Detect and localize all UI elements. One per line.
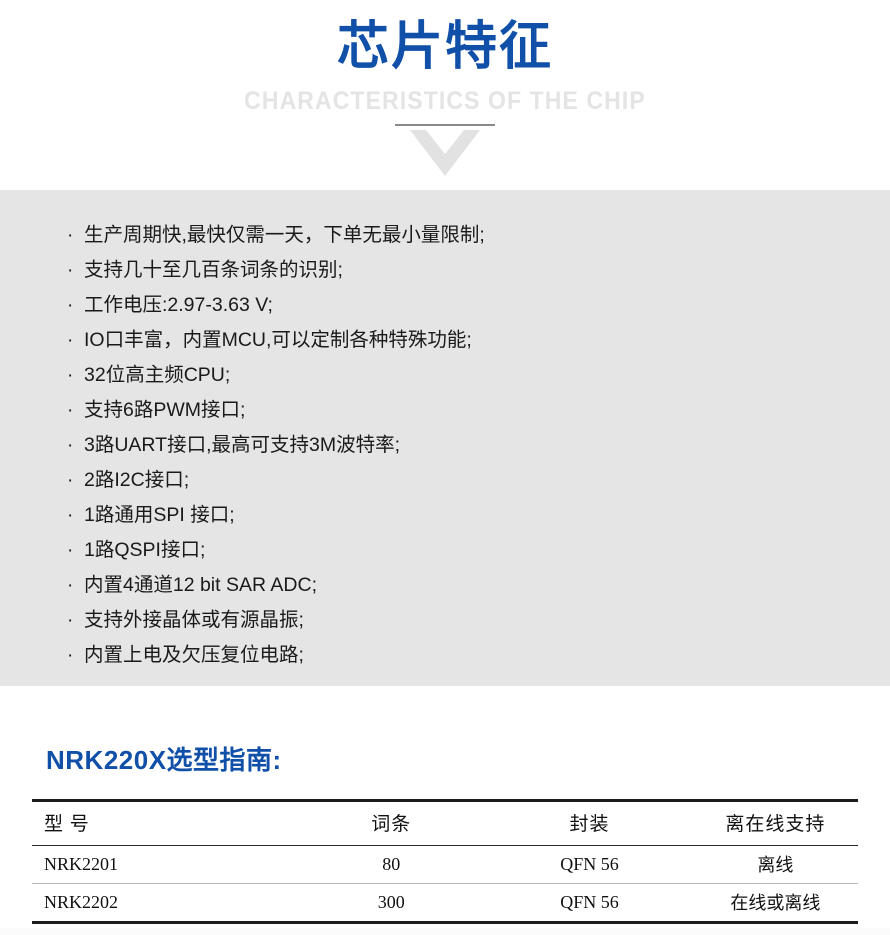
list-item: · 32位高主频CPU; — [66, 358, 850, 393]
list-item: · 1路通用SPI 接口; — [66, 498, 850, 533]
cell-model: NRK2201 — [44, 853, 119, 874]
chevron-down-icon — [410, 130, 480, 176]
list-item-label: 1路QSPI接口; — [84, 539, 206, 561]
bullet-icon: · — [67, 400, 74, 421]
bullet-icon: · — [67, 540, 74, 561]
table-header: 型 号 词条 封装 离在线支持 — [32, 800, 858, 846]
list-item-label: IO口丰富，内置MCU,可以定制各种特殊功能; — [84, 329, 472, 351]
cell-support: 离线 — [757, 855, 794, 875]
list-item: · 内置4通道12 bit SAR ADC; — [66, 568, 850, 603]
chip-features-panel: · 生产周期快,最快仅需一天，下单无最小量限制; · 支持几十至几百条词条的识别… — [0, 190, 890, 686]
bullet-icon: · — [67, 330, 74, 351]
column-header-model: 型 号 — [44, 814, 90, 835]
page-subtitle: CHARACTERISTICS OF THE CHIP — [244, 87, 646, 115]
list-item-label: 工作电压:2.97-3.63 V; — [84, 294, 273, 316]
table-row: NRK2202 300 QFN 56 在线或离线 — [32, 884, 858, 923]
chip-features-list: · 生产周期快,最快仅需一天，下单无最小量限制; · 支持几十至几百条词条的识别… — [66, 218, 850, 673]
bullet-icon: · — [67, 575, 74, 596]
table-body: NRK2201 80 QFN 56 离线 NRK2202 300 QFN 56 … — [32, 846, 858, 923]
bullet-icon: · — [67, 610, 74, 631]
list-item-label: 支持外接晶体或有源晶振; — [84, 609, 304, 631]
bullet-icon: · — [67, 645, 74, 666]
bullet-icon: · — [67, 295, 74, 316]
cell-support: 在线或离线 — [730, 893, 821, 913]
list-item-label: 3路UART接口,最高可支持3M波特率; — [84, 434, 400, 456]
bullet-icon: · — [67, 260, 74, 281]
column-header-support: 离在线支持 — [725, 814, 826, 835]
selection-guide-title: NRK220X选型指南: — [46, 745, 282, 775]
list-item-label: 内置上电及欠压复位电路; — [84, 644, 304, 666]
list-item: · 生产周期快,最快仅需一天，下单无最小量限制; — [66, 218, 850, 253]
list-item-label: 支持6路PWM接口; — [84, 399, 246, 421]
table-header-row: 型 号 词条 封装 离在线支持 — [32, 800, 858, 846]
list-item: · IO口丰富，内置MCU,可以定制各种特殊功能; — [66, 323, 850, 358]
list-item: · 内置上电及欠压复位电路; — [66, 638, 850, 673]
selection-guide-table: 型 号 词条 封装 离在线支持 NRK2201 80 QFN 56 离线 NRK… — [32, 799, 858, 924]
cell-entries: 80 — [382, 853, 401, 874]
selection-guide-section: NRK220X选型指南: 型 号 词条 封装 离在线支持 NRK2201 80 … — [0, 686, 890, 935]
list-item-label: 1路通用SPI 接口; — [84, 504, 235, 526]
header-divider — [395, 124, 495, 126]
bullet-icon: · — [67, 225, 74, 246]
cell-package: QFN 56 — [560, 853, 619, 874]
bullet-icon: · — [67, 435, 74, 456]
page-title: 芯片特征 — [336, 18, 553, 76]
bullet-icon: · — [67, 365, 74, 386]
list-item-label: 内置4通道12 bit SAR ADC; — [84, 574, 317, 596]
list-item-label: 生产周期快,最快仅需一天，下单无最小量限制; — [84, 224, 485, 246]
cell-model: NRK2202 — [44, 891, 119, 912]
list-item-label: 2路I2C接口; — [84, 469, 190, 491]
list-item-label: 32位高主频CPU; — [84, 364, 231, 386]
column-header-package: 封装 — [569, 814, 610, 835]
page-header: 芯片特征 CHARACTERISTICS OF THE CHIP — [0, 0, 890, 190]
bottom-strip — [0, 928, 890, 935]
bullet-icon: · — [67, 470, 74, 491]
cell-package: QFN 56 — [560, 891, 619, 912]
table-row: NRK2201 80 QFN 56 离线 — [32, 846, 858, 884]
column-header-entries: 词条 — [371, 814, 412, 835]
list-item: · 工作电压:2.97-3.63 V; — [66, 288, 850, 323]
list-item: · 2路I2C接口; — [66, 463, 850, 498]
cell-entries: 300 — [377, 891, 405, 912]
bullet-icon: · — [67, 505, 74, 526]
list-item: · 支持外接晶体或有源晶振; — [66, 603, 850, 638]
list-item: · 1路QSPI接口; — [66, 533, 850, 568]
list-item: · 支持6路PWM接口; — [66, 393, 850, 428]
list-item: · 3路UART接口,最高可支持3M波特率; — [66, 428, 850, 463]
list-item: · 支持几十至几百条词条的识别; — [66, 253, 850, 288]
list-item-label: 支持几十至几百条词条的识别; — [84, 259, 343, 281]
